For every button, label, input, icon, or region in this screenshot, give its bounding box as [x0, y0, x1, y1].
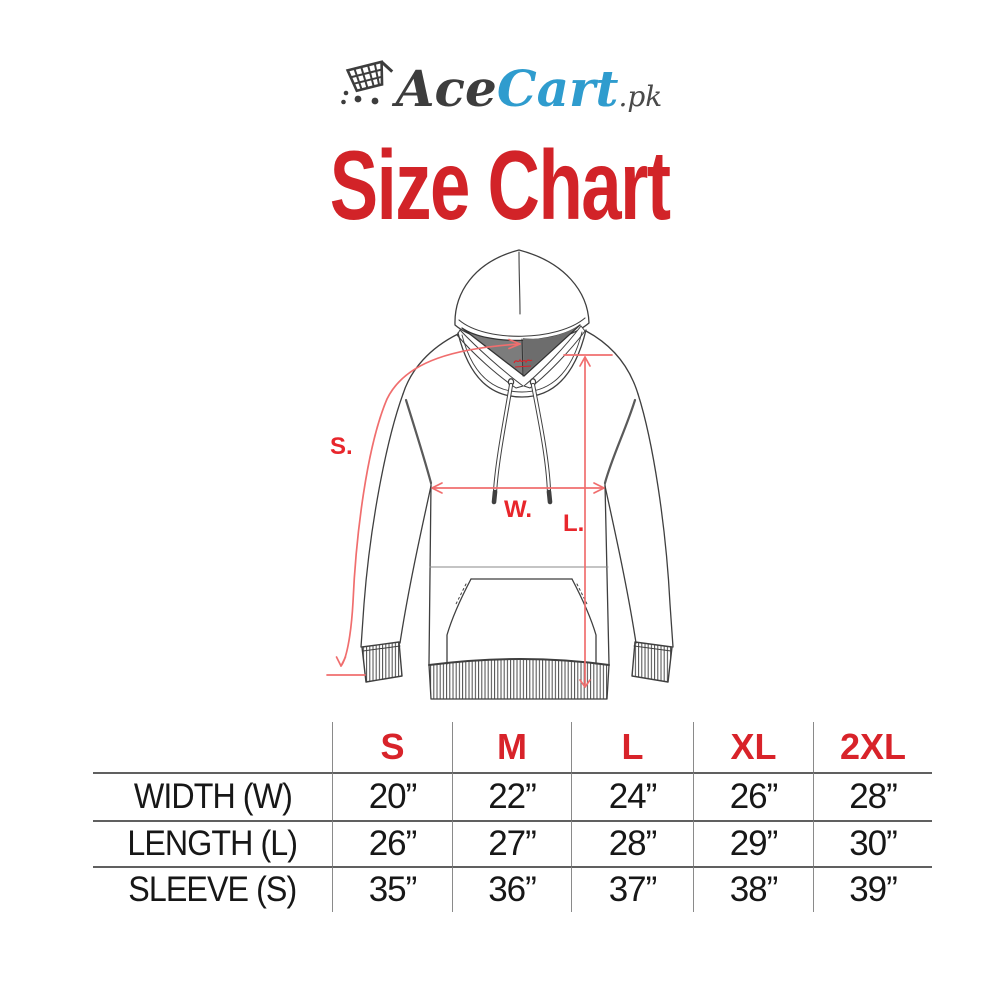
size-value: 37” [571, 866, 693, 912]
size-value: 26” [693, 772, 813, 820]
column-header-s: S [332, 722, 452, 772]
size-table: S M L XL 2XL WIDTH (W) 20” 22” 24” 26” 2… [93, 722, 932, 912]
size-value: 26” [332, 820, 452, 866]
brand-name-primary: Ace [395, 59, 497, 118]
size-value: 22” [452, 772, 571, 820]
size-value: 30” [813, 820, 932, 866]
measurement-labels: S. W. L. [330, 433, 584, 537]
size-value: 36” [452, 866, 571, 912]
size-value: 27” [452, 820, 571, 866]
size-value: 28” [571, 820, 693, 866]
column-header-2xl: 2XL [813, 722, 932, 772]
row-label-length: LENGTH (L) [93, 820, 332, 866]
size-value: 38” [693, 866, 813, 912]
brand-name-secondary: Cart [496, 59, 619, 118]
length-label: L. [563, 510, 584, 537]
size-value: 28” [813, 772, 932, 820]
table-corner-cell [93, 722, 332, 772]
row-label-width: WIDTH (W) [93, 772, 332, 820]
width-label: W. [504, 496, 532, 523]
size-value: 24” [571, 772, 693, 820]
brand-name-suffix: .pk [618, 80, 663, 113]
column-header-xl: XL [693, 722, 813, 772]
column-header-m: M [452, 722, 571, 772]
shopping-cart-icon [340, 60, 393, 105]
column-header-l: L [571, 722, 693, 772]
brand-name: Ace Cart .pk [396, 64, 663, 114]
size-value: 29” [693, 820, 813, 866]
size-value: 35” [332, 866, 452, 912]
hoodie-measurement-diagram: S. W. L. [326, 249, 674, 700]
sleeve-label: S. [330, 433, 353, 460]
hood-brand-signature-icon [513, 358, 533, 368]
size-value: 39” [813, 866, 932, 912]
measurement-annotations [326, 338, 613, 688]
page-title: Size Chart [330, 130, 671, 240]
brand-logo: Ace Cart .pk [0, 44, 1000, 114]
row-label-sleeve: SLEEVE (S) [93, 866, 332, 912]
hoodie-outline [360, 249, 674, 700]
size-value: 20” [332, 772, 452, 820]
